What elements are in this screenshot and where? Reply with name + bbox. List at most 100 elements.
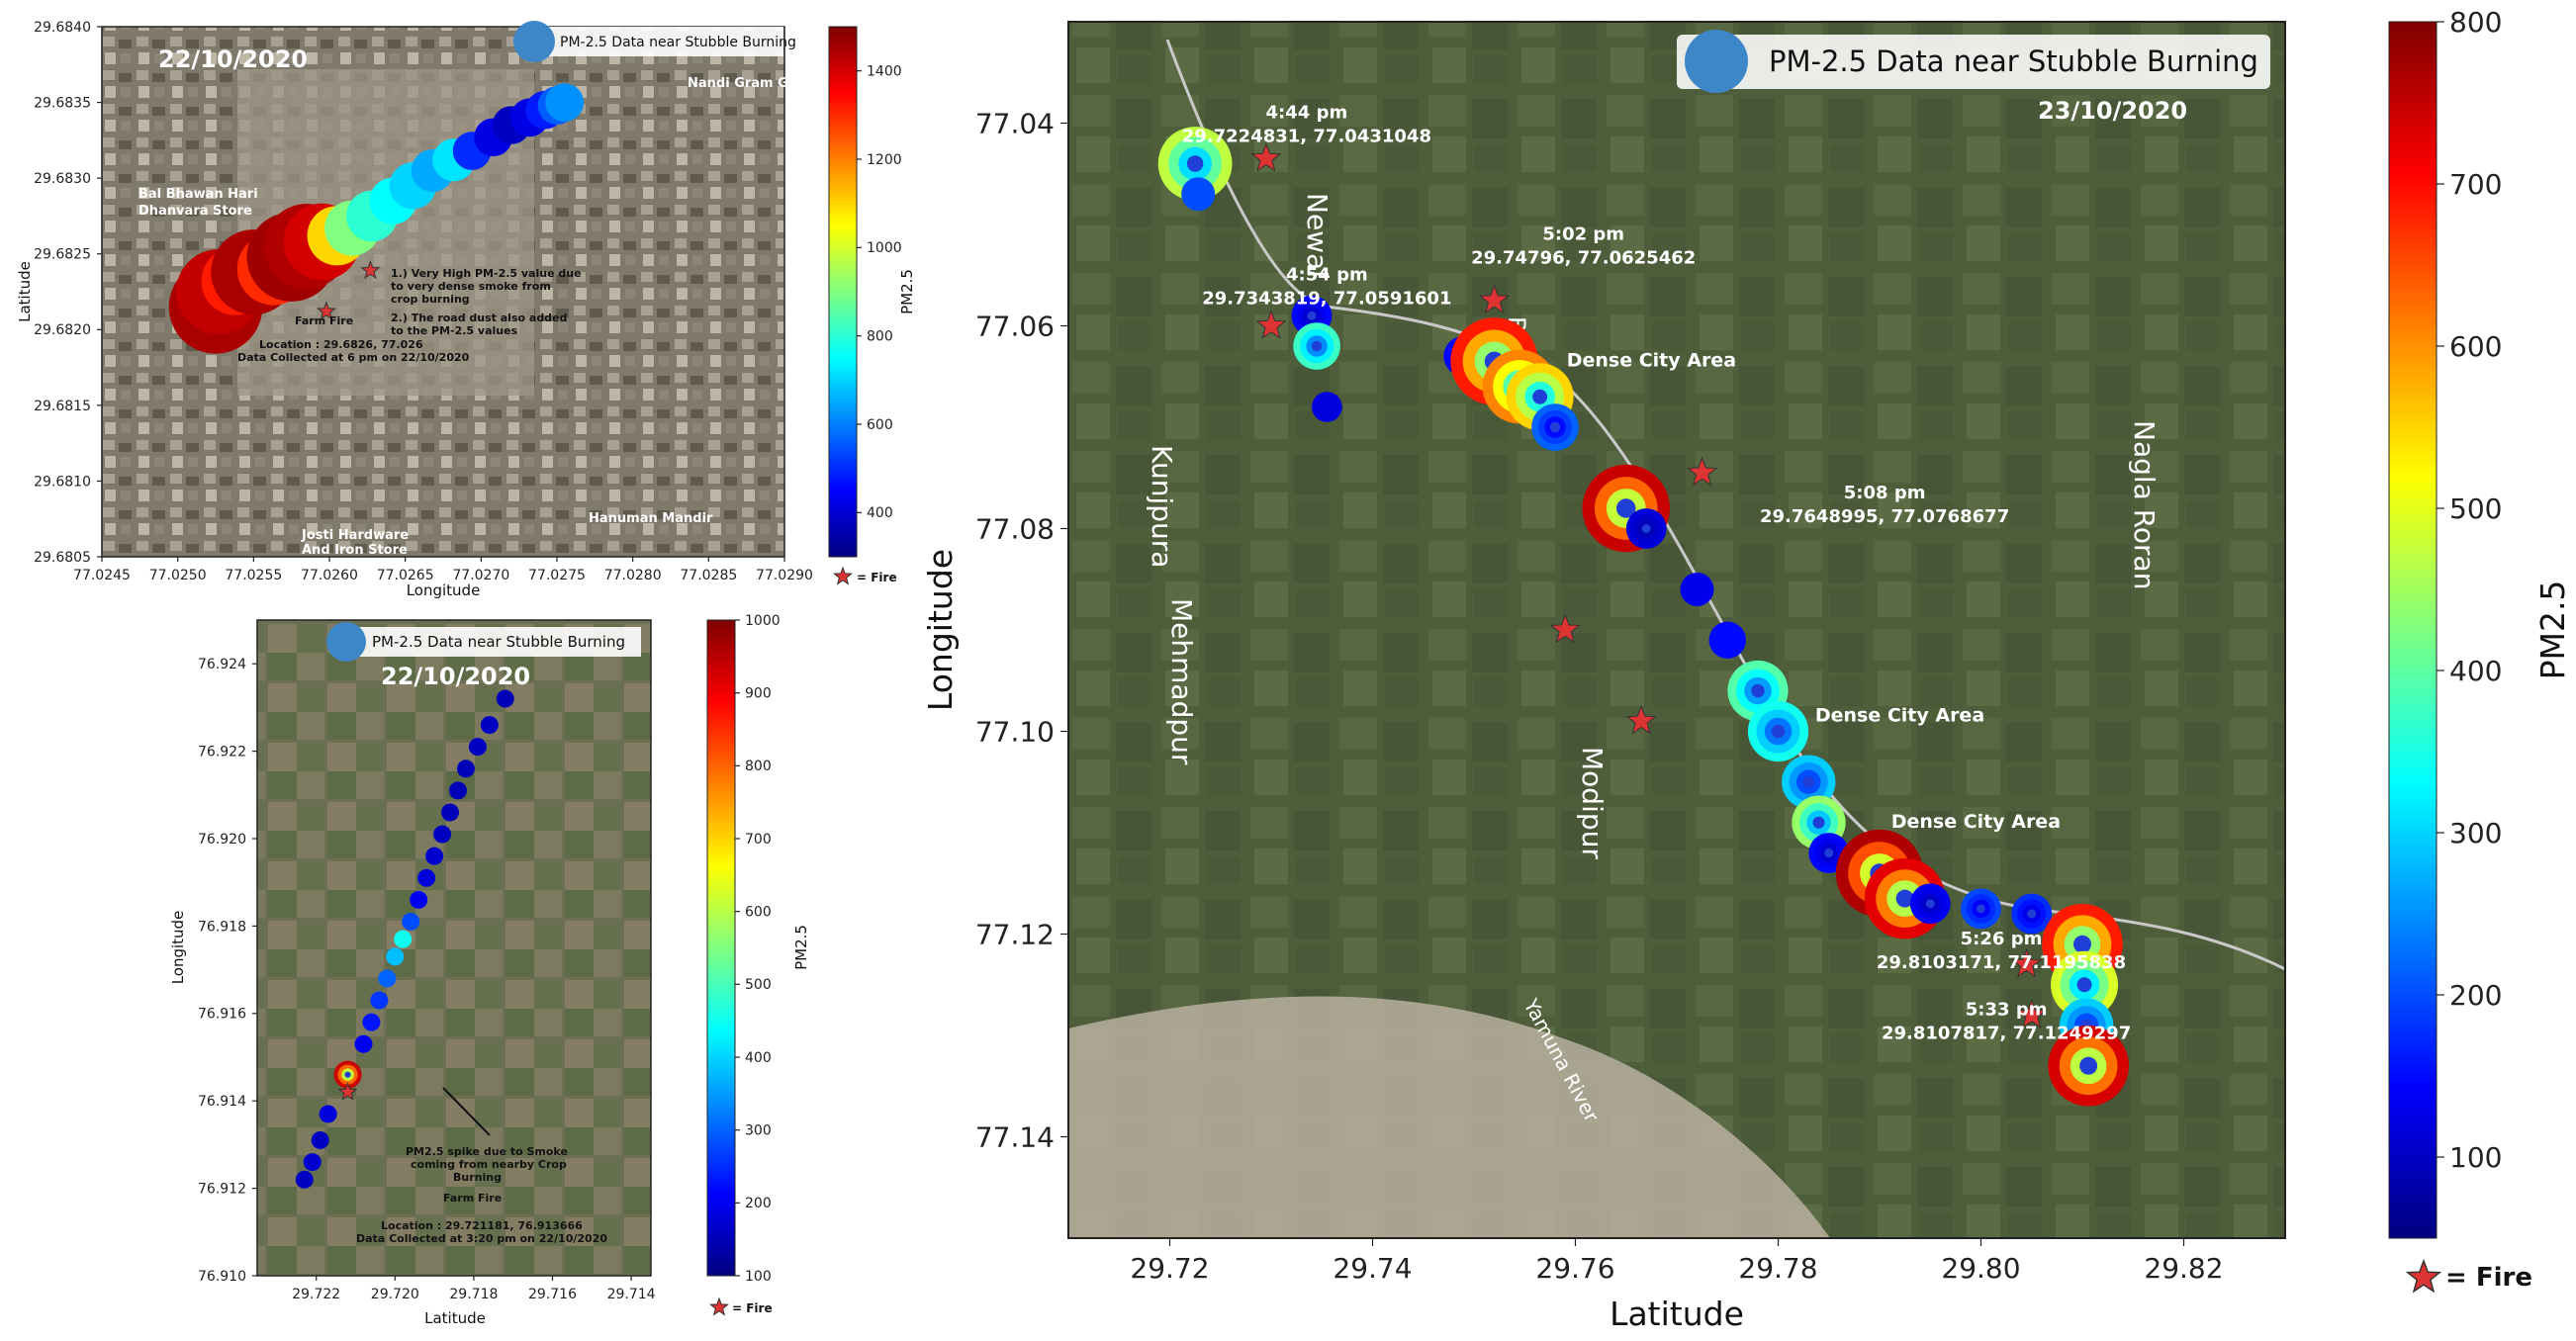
x-tick-label: 77.0280	[604, 568, 662, 583]
data-point	[1680, 573, 1714, 606]
chart-c-annotation-time: 5:08 pm	[1844, 483, 1926, 503]
data-point-core	[1641, 524, 1651, 533]
chart-c-annotation-time: 5:26 pm	[1961, 929, 2043, 949]
chart-c-ticks: 29.72 29.74 29.76 29.78 29.80 29.82 77.04 77.06…	[975, 107, 2224, 1285]
data-point	[354, 1034, 373, 1053]
chart-c-annotation-time: 5:02 pm	[1542, 224, 1624, 244]
data-point	[378, 969, 397, 988]
chart-c-area-label: Dense City Area	[1891, 811, 2061, 833]
x-tick-label: 29.714	[607, 1287, 656, 1302]
x-tick-label: 77.0260	[301, 568, 358, 583]
y-tick-label: 76.922	[198, 745, 246, 760]
x-tick-label: 77.0255	[225, 568, 282, 583]
data-point	[448, 781, 467, 800]
colorbar-tick-label: 100	[745, 1269, 772, 1285]
chart-b-ylabel: Longitude	[169, 911, 187, 985]
chart-b-date: 22/10/2020	[381, 663, 530, 690]
chart-c-legend: PM-2.5 Data near Stubble Burning	[1677, 30, 2270, 93]
data-point-core	[1751, 683, 1765, 698]
data-point	[402, 912, 420, 931]
x-tick-label: 29.720	[371, 1287, 419, 1302]
data-point-core	[1812, 816, 1825, 829]
y-tick-label: 76.924	[198, 657, 246, 672]
x-tick-label: 29.80	[1941, 1252, 2020, 1285]
chart-b-fire-legend: = Fire	[709, 1296, 773, 1316]
colorbar-tick-label: 800	[867, 329, 893, 345]
data-point-core	[1771, 724, 1786, 739]
chart-a-legend: PM-2.5 Data near Stubble Burning	[513, 21, 796, 62]
chart-a-points	[168, 83, 585, 354]
chart-b-collected: Data Collected at 3:20 pm on 22/10/2020	[356, 1232, 607, 1245]
chart-a-legend-label: PM-2.5 Data near Stubble Burning	[560, 35, 796, 50]
colorbar-tick-label: 500	[2449, 492, 2502, 525]
y-tick-label: 29.6820	[34, 322, 91, 338]
chart-a-place-4: Josti Hardware	[301, 528, 409, 543]
chart-b-annotations: PM2.5 spike due to Smoke coming from nea…	[356, 1145, 607, 1245]
chart-c-annotation-coords: 29.8103171, 77.1195838	[1877, 952, 2126, 973]
data-point-core	[1307, 311, 1317, 320]
chart-a-place-0: Bal Bhawan Hari	[138, 187, 258, 202]
chart-c-place-mehmadpur: Mehmadpur	[1165, 598, 1198, 765]
colorbar-tick-label: 200	[2449, 979, 2502, 1012]
chart-a-colorbar-label: PM2.5	[898, 269, 916, 314]
x-tick-label: 29.716	[528, 1287, 577, 1302]
colorbar-tick-label: 300	[2449, 817, 2502, 849]
x-tick-label: 77.0290	[756, 568, 813, 583]
y-tick-label: 29.6825	[34, 247, 91, 263]
chart-a-places: Bal Bhawan Hari Dhanvara Store Nandi Gra…	[138, 76, 788, 558]
y-tick-label: 29.6815	[34, 399, 91, 414]
chart-a-place-1: Dhanvara Store	[138, 204, 252, 219]
chart-c-ylabel: Longitude	[921, 549, 960, 711]
chart-b-xlabel: Latitude	[424, 1309, 486, 1327]
colorbar-tick-label: 500	[745, 977, 772, 993]
x-tick-label: 77.0270	[452, 568, 509, 583]
colorbar-tick-label: 400	[867, 505, 893, 521]
chart-b-colorbar	[706, 619, 736, 1277]
data-point-core	[1532, 389, 1548, 404]
colorbar-tick-label: 200	[745, 1196, 772, 1211]
fire-marker	[1250, 141, 1282, 172]
y-tick-label: 29.6805	[34, 550, 91, 566]
chart-a-note-1: 1.) Very High PM-2.5 value due	[391, 267, 582, 280]
chart-a-farm-label: Farm Fire	[295, 314, 353, 327]
fire-marker	[1687, 456, 1718, 487]
chart-a-ticks: 77.0245 77.0250 77.0255 77.0260 77.0265 77.02…	[34, 20, 813, 583]
colorbar-tick-label: 400	[745, 1050, 772, 1066]
colorbar-tick-label: 700	[2449, 168, 2502, 201]
data-point	[545, 83, 585, 122]
chart-a-annotations: 1.) Very High PM-2.5 value due to very d…	[237, 267, 582, 364]
chart-a-collected: Data Collected at 6 pm on 22/10/2020	[237, 351, 470, 364]
colorbar-tick-label: 1000	[745, 613, 781, 629]
chart-b-legend-label: PM-2.5 Data near Stubble Burning	[372, 633, 625, 651]
chart-b-spike-2: coming from nearby Crop	[411, 1158, 567, 1171]
chart-b-ticks: 29.722 29.720 29.718 29.716 29.714 76.910 76.9…	[198, 657, 656, 1302]
chart-b-spike-1: PM2.5 spike due to Smoke	[406, 1145, 568, 1158]
fire-marker	[1549, 613, 1581, 644]
chart-a-note-2: to very dense smoke from	[391, 280, 551, 293]
chart-c-points	[1157, 127, 2129, 1107]
chart-a-fire-legend: = Fire	[833, 566, 897, 585]
colorbar-tick-label: 600	[745, 905, 772, 921]
colorbar-tick-label: 1000	[867, 240, 902, 256]
chart-c-area-label: Dense City Area	[1567, 350, 1736, 372]
chart-a-place-5: And Iron Store	[302, 543, 408, 558]
y-tick-label: 29.6835	[34, 95, 91, 111]
chart-a-note-4: 2.) The road dust also added	[391, 312, 567, 324]
y-tick-label: 76.918	[198, 919, 246, 935]
colorbar-tick-label: 300	[745, 1123, 772, 1139]
data-point-core	[1895, 889, 1914, 908]
chart-b-spike-3: Burning	[453, 1171, 502, 1184]
data-point	[295, 1170, 314, 1189]
data-point	[386, 947, 405, 966]
x-tick-label: 77.0245	[73, 568, 131, 583]
colorbar-tick-label: 700	[745, 832, 772, 848]
chart-a-frame	[101, 26, 785, 558]
chart-b-legend: PM-2.5 Data near Stubble Burning	[326, 622, 641, 662]
y-tick-label: 77.06	[975, 310, 1055, 342]
data-point-core	[1549, 421, 1561, 433]
y-tick-label: 77.08	[975, 512, 1055, 545]
chart-c-area-labels: Dense City Area Dense City Area Dense City…	[1567, 350, 2061, 833]
x-tick-label: 29.82	[2144, 1252, 2223, 1285]
data-point	[319, 1105, 337, 1123]
chart-b-fires	[337, 1081, 358, 1101]
